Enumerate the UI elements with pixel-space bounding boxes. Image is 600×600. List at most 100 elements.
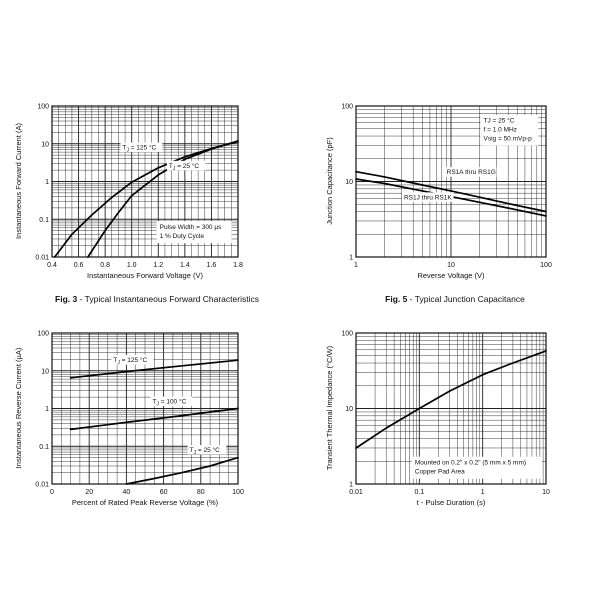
- series-label-sub: J: [117, 360, 120, 366]
- x-tick-label: 0.6: [74, 262, 84, 269]
- x-tick-label: 10: [542, 489, 550, 496]
- series-label-post: = 25 °C: [196, 446, 220, 454]
- chart-2: 1 10 100 1 10 100 Reverse Voltage (V) Junction …: [325, 104, 552, 281]
- y-tick-label: 100: [341, 331, 353, 338]
- note-line: Vsig = 50 mVp-p: [484, 136, 533, 143]
- note-line: Mounted on 0.2" x 0.2" (5 mm x 5 mm): [415, 460, 526, 467]
- series-label: RS1A thru RS1G: [447, 169, 496, 176]
- series-label-post: = 125 °C: [129, 144, 157, 152]
- series-line-2: [69, 407, 239, 431]
- caption-fig5-text: Typical Junction Capacitance: [415, 294, 525, 304]
- series-label: TJ = 125 °C: [113, 356, 147, 366]
- x-tick-label: 100: [232, 489, 244, 496]
- x-tick-label: 1: [481, 489, 485, 496]
- caption-fig5-dash: -: [407, 294, 414, 304]
- series-line-1: [53, 140, 239, 258]
- label-bg: [150, 396, 193, 407]
- x-tick-label: 0: [50, 489, 54, 496]
- caption-fig3-prefix: Fig. 3: [55, 294, 77, 304]
- caption-fig3: Fig. 3 - Typical Instantaneous Forward C…: [55, 294, 259, 304]
- y-tick-label: 0.1: [39, 444, 49, 451]
- x-axis-label: t - Pulse Duration (s): [417, 498, 486, 507]
- y-axis-label: Transient Thermal Impedance (°C/W): [325, 345, 334, 470]
- series-label-post: = 125 °C: [120, 356, 148, 364]
- x-tick-label: 1.2: [153, 262, 163, 269]
- series-line-3: [125, 456, 239, 485]
- series-label-sub: J: [126, 148, 129, 154]
- y-tick-label: 10: [41, 368, 49, 375]
- note-line: 1 % Duty Cycle: [160, 233, 205, 240]
- chart-1: 0.4 0.6 0.8 1.0 1.2 1.4 1.6 1.8 0.01 0.1 1 10 100 Ins…: [14, 104, 243, 281]
- series-label-post: = 25 °C: [175, 162, 199, 170]
- y-axis-label: Instantaneous Forward Current (A): [14, 123, 23, 239]
- caption-fig5-prefix: Fig. 5: [385, 294, 407, 304]
- y-tick-label: 1: [45, 179, 49, 186]
- series-line-1: [69, 359, 239, 379]
- x-tick-label: 100: [540, 262, 552, 269]
- y-axis-label: Instantaneous Reverse Current (µA): [14, 347, 23, 468]
- series-label: TJ = 125 °C: [122, 144, 156, 154]
- x-tick-label: 0.4: [47, 262, 57, 269]
- label-bg: [166, 160, 206, 171]
- x-axis-label: Percent of Rated Peak Reverse Voltage (%…: [72, 498, 219, 507]
- series-label-pre: T: [152, 399, 156, 406]
- y-tick-label: 10: [41, 141, 49, 148]
- caption-fig3-text: Typical Instantaneous Forward Characteri…: [85, 294, 259, 304]
- x-tick-label: 40: [123, 489, 131, 496]
- label-bg: [111, 355, 154, 365]
- x-tick-label: 20: [85, 489, 93, 496]
- y-tick-label: 100: [37, 331, 49, 338]
- note-line: TJ = 25 °C: [484, 117, 515, 125]
- x-tick-label: 0.01: [349, 489, 363, 496]
- notes-bg: [156, 221, 232, 244]
- x-tick-label: 1.0: [127, 262, 137, 269]
- x-tick-label: 60: [160, 489, 168, 496]
- caption-fig3-dash: -: [77, 294, 84, 304]
- x-tick-label: 0.8: [100, 262, 110, 269]
- x-axis-label: Reverse Voltage (V): [417, 271, 485, 280]
- series-label: RS1J thru RS1K: [404, 194, 452, 201]
- notes-bg: [480, 114, 539, 146]
- y-tick-label: 1: [349, 255, 353, 262]
- y-tick-label: 100: [341, 104, 353, 111]
- series-label-pre: T: [190, 447, 194, 454]
- series-label: TJ = 100 °C: [152, 398, 186, 408]
- label-bg: [187, 445, 227, 455]
- x-tick-label: 1.8: [233, 262, 243, 269]
- y-tick-label: 10: [345, 179, 353, 186]
- series-label-pre: T: [169, 163, 173, 170]
- x-tick-label: 10: [447, 262, 455, 269]
- plot-frame: [51, 105, 239, 258]
- series-label-sub: J: [156, 402, 159, 408]
- plot-frame: [355, 332, 547, 485]
- note-line: Copper Pad Area: [415, 469, 465, 476]
- series-label-post: = 100 °C: [159, 398, 187, 406]
- note-line: Pulse Width = 300 µs: [160, 224, 222, 231]
- label-bg: [401, 192, 454, 202]
- x-tick-label: 80: [197, 489, 205, 496]
- chart-3: 0 20 40 60 80 100 0.01 0.1 1 10 100 Percent of Rate…: [14, 331, 244, 508]
- y-tick-label: 0.1: [39, 217, 49, 224]
- series-label: TJ = 25 °C: [169, 162, 200, 172]
- y-tick-label: 1: [45, 406, 49, 413]
- series-label-pre: T: [122, 145, 126, 152]
- series-line-1: [355, 170, 547, 213]
- series-label-pre: T: [113, 357, 117, 364]
- series-label-sub: J: [194, 450, 197, 456]
- notes-bg: [411, 456, 543, 479]
- label-bg: [120, 142, 163, 153]
- label-bg: [444, 167, 497, 177]
- chart-4: 0.01 0.1 1 10 1 10 100 t - Pulse Duration (s) Tr…: [325, 331, 550, 508]
- plot-frame: [355, 105, 547, 258]
- x-tick-label: 1.4: [180, 262, 190, 269]
- y-tick-label: 1: [349, 482, 353, 489]
- y-tick-label: 100: [37, 104, 49, 111]
- gridlines: [52, 106, 238, 257]
- series-label: TJ = 25 °C: [190, 446, 221, 456]
- note-line: f = 1.0 MHz: [484, 127, 517, 134]
- series-label-sub: J: [173, 166, 176, 172]
- series-line-1: [355, 350, 547, 449]
- y-axis-label: Junction Capacitance (pF): [325, 137, 334, 225]
- x-tick-label: 1: [354, 262, 358, 269]
